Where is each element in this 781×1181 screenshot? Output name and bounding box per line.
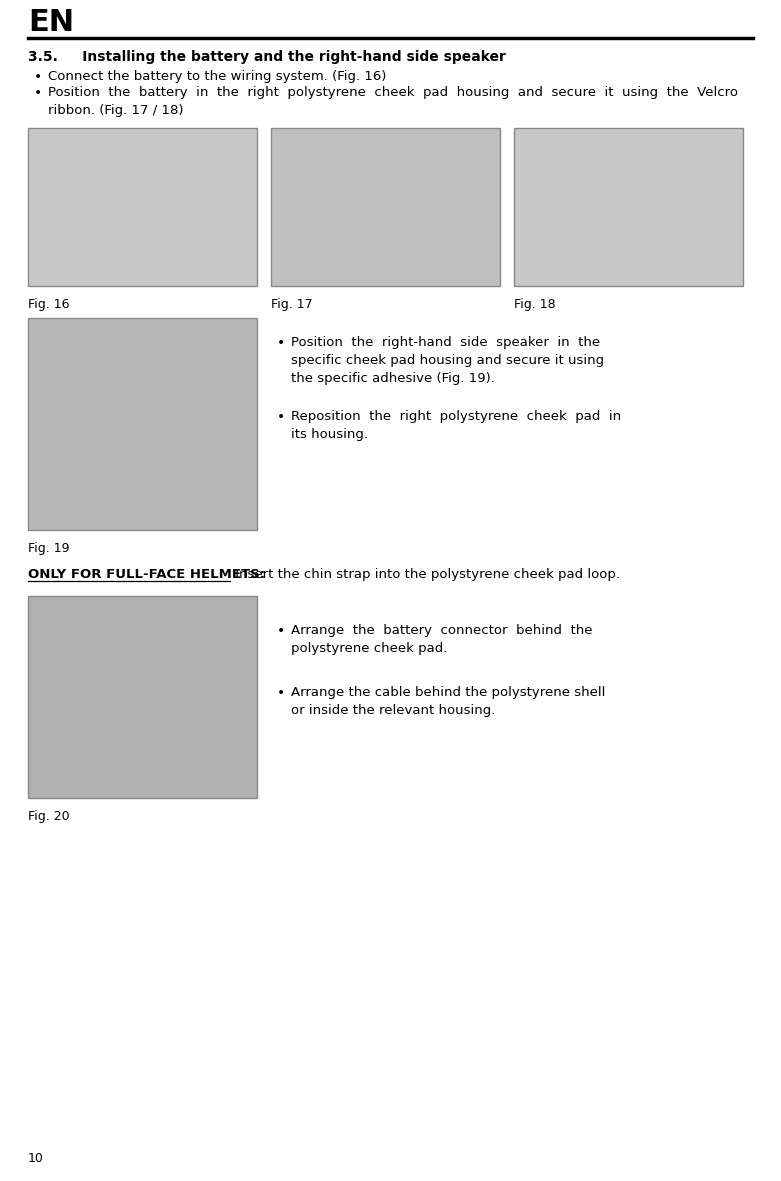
Text: •: • — [34, 86, 42, 100]
Text: Fig. 16: Fig. 16 — [28, 298, 70, 311]
Text: Fig. 17: Fig. 17 — [271, 298, 312, 311]
Text: Position  the  battery  in  the  right  polystyrene  cheek  pad  housing  and  s: Position the battery in the right polyst… — [48, 86, 738, 117]
Text: Arrange  the  battery  connector  behind  the
polystyrene cheek pad.: Arrange the battery connector behind the… — [291, 624, 593, 655]
Text: •: • — [34, 70, 42, 84]
Bar — [28, 318, 257, 530]
Text: •: • — [277, 337, 285, 350]
Bar — [514, 128, 743, 286]
Text: Fig. 19: Fig. 19 — [28, 542, 70, 555]
Text: Fig. 18: Fig. 18 — [514, 298, 555, 311]
Text: Connect the battery to the wiring system. (Fig. 16): Connect the battery to the wiring system… — [48, 70, 387, 83]
Text: •: • — [277, 686, 285, 700]
Text: Reposition  the  right  polystyrene  cheek  pad  in
its housing.: Reposition the right polystyrene cheek p… — [291, 410, 621, 441]
Text: •: • — [277, 410, 285, 424]
Text: ONLY FOR FULL-FACE HELMETS:: ONLY FOR FULL-FACE HELMETS: — [28, 568, 265, 581]
Text: Position  the  right-hand  side  speaker  in  the
specific cheek pad housing and: Position the right-hand side speaker in … — [291, 337, 604, 385]
Text: Insert the chin strap into the polystyrene cheek pad loop.: Insert the chin strap into the polystyre… — [231, 568, 620, 581]
Bar — [28, 128, 257, 286]
Bar — [271, 128, 500, 286]
Text: 3.5.     Installing the battery and the right-hand side speaker: 3.5. Installing the battery and the righ… — [28, 50, 506, 64]
Text: Fig. 20: Fig. 20 — [28, 810, 70, 823]
Bar — [28, 596, 257, 798]
Text: Arrange the cable behind the polystyrene shell
or inside the relevant housing.: Arrange the cable behind the polystyrene… — [291, 686, 605, 717]
Text: •: • — [277, 624, 285, 638]
Text: EN: EN — [28, 8, 74, 37]
Text: 10: 10 — [28, 1151, 44, 1164]
